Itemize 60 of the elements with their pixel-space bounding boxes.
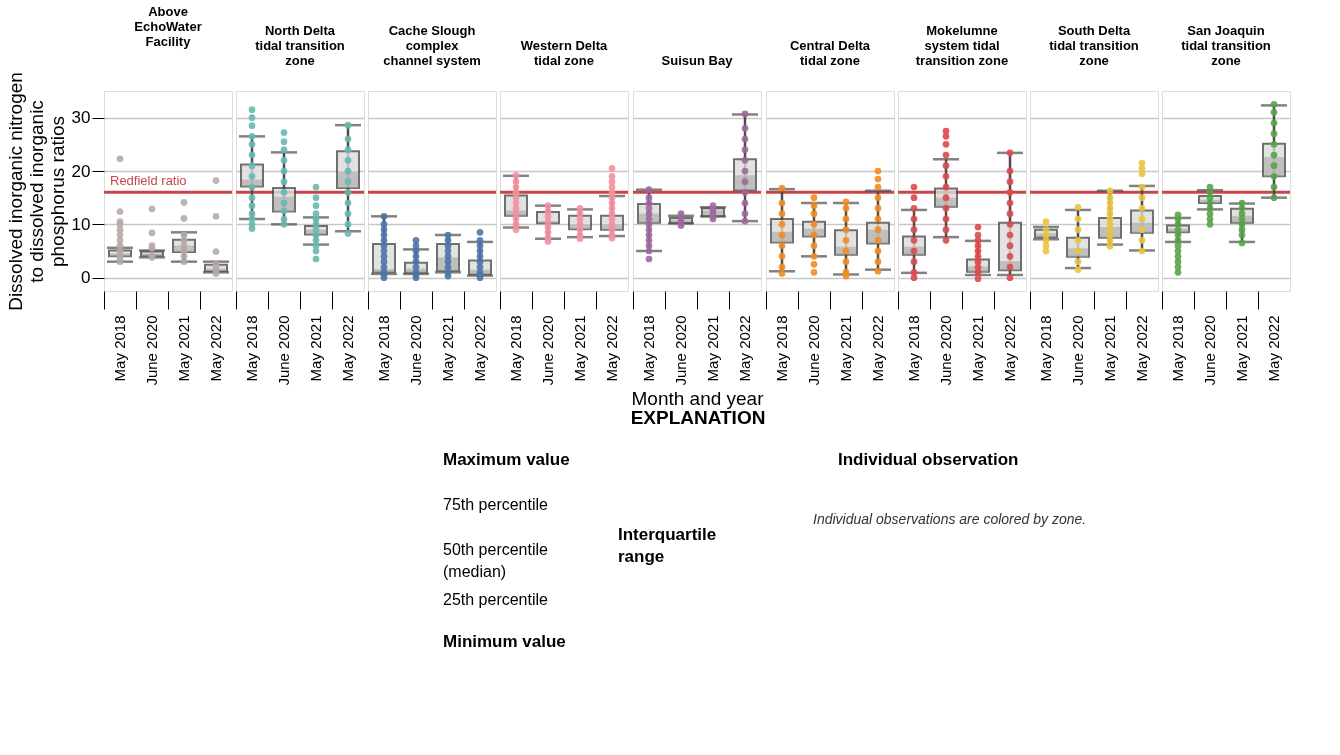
x-tick-label: June 2020 xyxy=(143,315,160,386)
x-tick-label: June 2020 xyxy=(539,315,556,386)
text: 50th percentile (median) xyxy=(443,541,549,580)
x-tick-label: May 2018 xyxy=(507,315,524,382)
x-tick-label: May 2022 xyxy=(1265,315,1282,382)
x-tick-label: June 2020 xyxy=(937,315,954,386)
y-tick-label: 30 xyxy=(71,108,91,128)
chart-title: North Delta tidal transition zone xyxy=(255,23,345,68)
x-tick-label: May 2022 xyxy=(339,315,356,382)
x-tick-label: June 2020 xyxy=(275,315,292,386)
chart-title: Above EchoWater Facility xyxy=(134,3,202,49)
chart-title: Suisun Bay xyxy=(661,53,734,68)
chart-title: Mokelumne system tidal transition zone xyxy=(915,23,1009,68)
x-tick-label: May 2021 xyxy=(1101,315,1118,382)
text: 75th percentile xyxy=(443,496,549,513)
x-tick-label: June 2020 xyxy=(805,315,822,386)
y-tick-label: 10 xyxy=(71,214,91,234)
x-tick-label: June 2020 xyxy=(1201,315,1218,386)
x-tick-label: May 2022 xyxy=(1133,315,1150,382)
chart-title: Cache Slough complex channel system xyxy=(383,23,481,68)
x-tick-label: May 2021 xyxy=(307,315,324,382)
x-tick-label: May 2022 xyxy=(471,315,488,382)
x-tick-label: May 2018 xyxy=(375,315,392,382)
x-tick-label: May 2018 xyxy=(243,315,260,382)
text: Minimum value xyxy=(443,632,566,651)
x-axis-title: Month and year xyxy=(631,387,765,409)
x-tick-label: May 2018 xyxy=(640,315,657,382)
x-tick-label: May 2018 xyxy=(905,315,922,382)
x-tick-label: May 2018 xyxy=(773,315,790,382)
x-tick-label: May 2021 xyxy=(571,315,588,382)
x-tick-label: June 2020 xyxy=(672,315,689,386)
text: Interquartile range xyxy=(618,525,717,566)
x-tick-label: May 2022 xyxy=(603,315,620,382)
x-tick-label: June 2020 xyxy=(1069,315,1086,386)
text: 25th percentile xyxy=(443,591,549,608)
x-tick-label: May 2021 xyxy=(1233,315,1250,382)
x-tick-label: May 2022 xyxy=(207,315,224,382)
y-tick-label: 20 xyxy=(71,161,91,181)
x-tick-label: May 2022 xyxy=(869,315,886,382)
chart-title: South Delta tidal transition zone xyxy=(1049,23,1139,68)
y-axis-title: Dissolved inorganic nitrogen to dissolved inorganic phosphorus ratios xyxy=(4,72,68,311)
x-tick-label: May 2021 xyxy=(969,315,986,382)
y-tick-label: 0 xyxy=(81,268,91,288)
x-tick-label: May 2018 xyxy=(111,315,128,382)
x-tick-label: June 2020 xyxy=(407,315,424,386)
x-tick-label: May 2021 xyxy=(704,315,721,382)
chart-title: Central Delta tidal zone xyxy=(789,38,871,68)
x-tick-label: May 2021 xyxy=(439,315,456,382)
text: Individual observations are colored by zone. xyxy=(813,511,1087,527)
chart-title: Western Delta tidal zone xyxy=(520,38,608,68)
x-tick-label: May 2021 xyxy=(837,315,854,382)
text: Maximum value xyxy=(443,450,570,469)
x-tick-label: May 2018 xyxy=(1169,315,1186,382)
chart-title: San Joaquin tidal transition zone xyxy=(1181,23,1271,68)
x-tick-label: May 2018 xyxy=(1037,315,1054,382)
ref-line-label: Redfield ratio xyxy=(110,173,187,189)
x-tick-label: May 2022 xyxy=(736,315,753,382)
x-tick-label: May 2022 xyxy=(1001,315,1018,382)
x-tick-label: May 2021 xyxy=(175,315,192,382)
text: Individual observation xyxy=(838,450,1019,469)
